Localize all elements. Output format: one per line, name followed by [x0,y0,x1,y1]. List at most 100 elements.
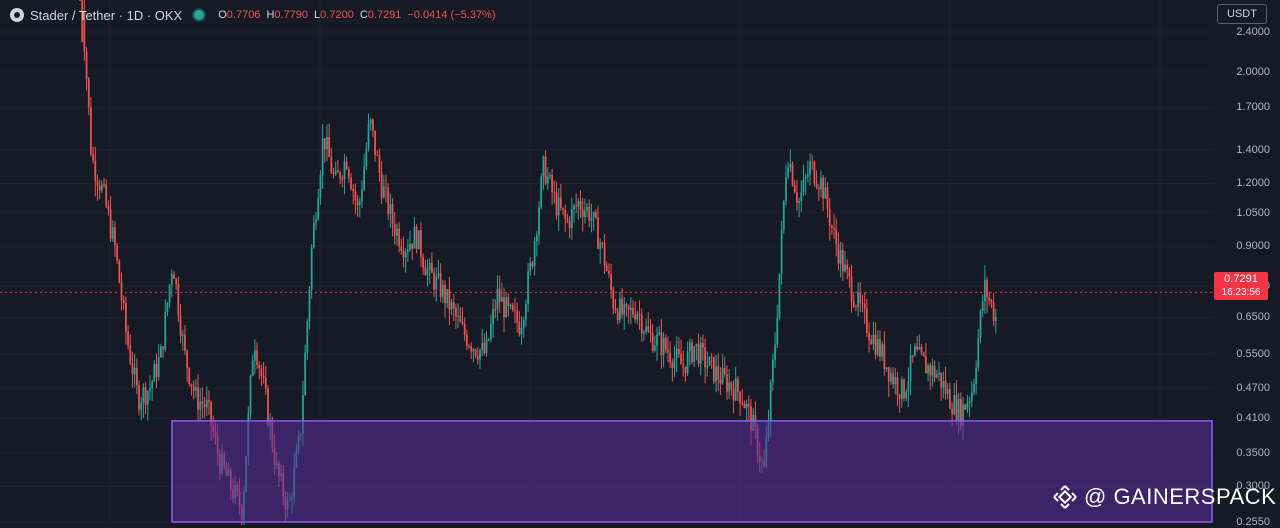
price-axis[interactable]: 2.4000 2.0000 1.7000 1.4000 1.2000 1.0500 0.90… [1214,0,1280,528]
candle-body [621,298,623,315]
candle-body [970,392,973,401]
candle-body [743,403,746,409]
candle-body [369,119,372,124]
candle-body [671,362,674,369]
candle-body [894,377,897,385]
chart-area[interactable] [0,0,1214,525]
candle-body [562,207,564,210]
candle-body [691,342,693,362]
candle-body [706,365,709,368]
candle-body [417,230,420,249]
candle-body [389,203,392,215]
candle-body [881,344,884,357]
candle-body [557,197,560,216]
candle-body [452,302,455,309]
candle-body [306,321,309,353]
candle-body [494,309,497,311]
current-price-label: 0.7291 16:23:56 [1214,272,1268,300]
candle-body [129,345,132,364]
symbol-legend: Stader / Tether · 1D · OKX O0.7706 H0.77… [10,6,502,24]
candle-body [664,338,667,350]
candle-body [81,0,84,43]
candle-body [570,209,573,229]
candle-body [85,51,88,79]
candle-body [531,262,534,267]
candle-body [559,197,562,208]
support-zone [171,420,1213,523]
candle-body [120,282,123,301]
candle-body [256,350,258,365]
candle-body [529,262,532,272]
candle-body [686,350,689,374]
candle-body [208,399,210,402]
candle-body [682,364,685,367]
candle-body [374,130,376,155]
candle-body [487,339,490,341]
candle-body [441,284,444,298]
candle-body [455,308,457,317]
candle-body [732,389,735,401]
candle-body [968,400,971,403]
candle-body [337,170,339,173]
ohlc-low: L0.7200 [314,9,354,21]
candle-body [883,344,886,369]
candle-body [253,350,256,361]
candle-body [817,187,820,190]
candle-body [597,217,599,249]
candle-body [175,278,178,284]
candle-body [588,206,591,221]
candle-body [262,376,265,378]
candle-body [651,333,654,351]
candle-body [914,346,916,356]
candle-body [177,283,180,316]
current-price-value: 0.7291 [1224,273,1258,285]
candle-body [662,338,665,355]
candle-body [155,364,158,378]
price-chart[interactable] [0,0,1214,525]
candle-body [511,304,514,310]
candle-body [197,387,199,410]
candle-body [354,191,357,201]
candle-body [605,265,608,271]
candle-body [199,401,202,410]
candle-body [179,315,182,337]
candle-body [647,326,650,332]
candle-body [739,391,741,404]
candle-body [446,289,449,304]
candle-body [339,172,341,180]
candle-body [361,189,363,202]
candle-body [796,192,798,203]
candle-body [135,367,138,386]
candle-body [577,201,580,207]
price-tick: 2.0000 [1236,65,1270,78]
candle-body [804,176,807,180]
candle-body [573,205,575,210]
ohlc-high: H0.7790 [266,9,309,21]
candle-body [831,225,833,228]
candle-body [787,167,790,177]
candle-body [581,209,584,217]
candle-body [643,331,645,334]
candle-body [542,156,545,177]
candle-body [806,174,809,177]
candle-body [673,358,676,369]
symbol-title[interactable]: Stader / Tether · 1D · OKX [30,7,183,23]
ohlc-close: C0.7291 [359,9,402,21]
currency-button[interactable]: USDT [1217,4,1267,24]
candle-body [625,304,628,306]
candle-body [249,375,252,413]
candle-body [837,243,840,264]
candle-body [734,378,737,401]
price-tick: 0.4700 [1236,382,1270,395]
candle-body [629,307,632,310]
candle-body [697,343,700,365]
candle-body [170,273,173,285]
candle-body [424,267,427,276]
candle-body [391,203,394,225]
candle-body [125,303,127,332]
candle-body [555,192,558,216]
candle-body [396,228,398,236]
candle-body [896,377,899,395]
candle-body [855,306,857,308]
candle-body [190,383,193,387]
